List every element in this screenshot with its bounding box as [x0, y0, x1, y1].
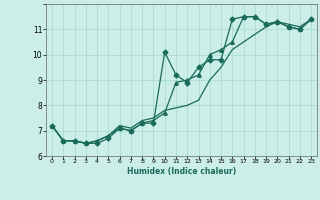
X-axis label: Humidex (Indice chaleur): Humidex (Indice chaleur) — [127, 167, 236, 176]
